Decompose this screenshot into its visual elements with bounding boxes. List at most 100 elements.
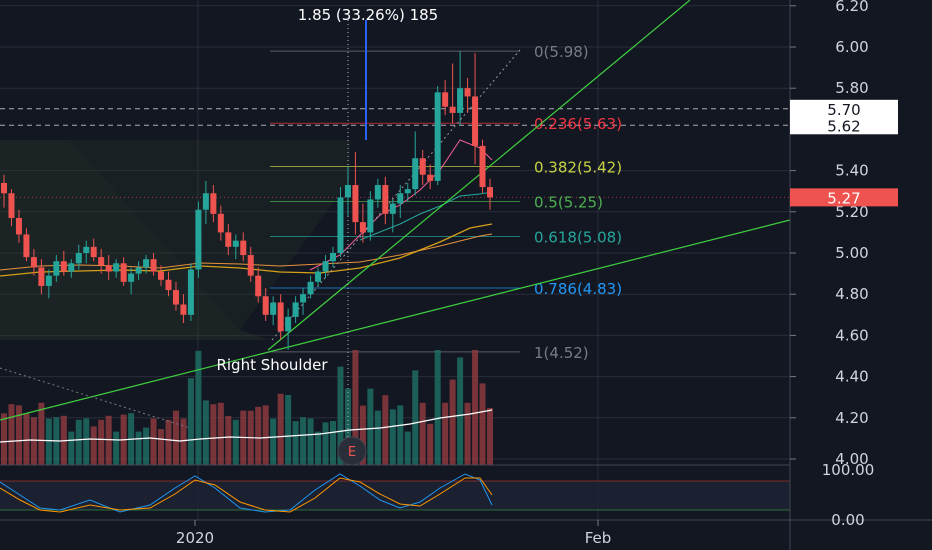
candle-22[interactable] bbox=[165, 271, 172, 297]
volume-bar-53 bbox=[397, 405, 404, 465]
volume-bar-4 bbox=[30, 417, 37, 465]
price-tick-2: 5.80 bbox=[835, 79, 868, 97]
candle-9[interactable] bbox=[68, 259, 75, 278]
fibonacci-retracement[interactable]: 0(5.98) 0.236(5.63) 0.382(5.42) 0.5(5.25) 0.… bbox=[270, 43, 622, 362]
candle-2[interactable] bbox=[15, 209, 22, 243]
candle-41[interactable] bbox=[307, 275, 314, 299]
candle-28[interactable] bbox=[210, 185, 217, 223]
candle-51[interactable] bbox=[382, 176, 389, 225]
candle-60[interactable] bbox=[449, 63, 456, 124]
candle-30[interactable] bbox=[225, 224, 232, 256]
candle-52[interactable] bbox=[389, 199, 396, 233]
oscillator-panel bbox=[0, 464, 790, 513]
volume-bar-49 bbox=[367, 388, 374, 465]
volume-bar-11 bbox=[83, 418, 90, 465]
volume-bar-13 bbox=[98, 419, 105, 465]
candle-25[interactable] bbox=[187, 263, 194, 321]
candle-38[interactable] bbox=[285, 308, 292, 350]
candle-34[interactable] bbox=[255, 267, 262, 303]
dotted-trend bbox=[0, 367, 191, 429]
candle-44[interactable] bbox=[329, 246, 336, 268]
moving-average-red bbox=[309, 139, 493, 271]
candle-58[interactable] bbox=[434, 86, 441, 186]
volume-bar-34 bbox=[255, 406, 262, 465]
volume-bar-35 bbox=[262, 405, 269, 465]
candle-14[interactable] bbox=[105, 255, 112, 280]
candle-24[interactable] bbox=[180, 294, 187, 324]
candle-13[interactable] bbox=[98, 248, 105, 274]
price-tags: 5.705.62 5.27 bbox=[790, 99, 898, 207]
candle-21[interactable] bbox=[158, 265, 165, 286]
candle-56[interactable] bbox=[419, 150, 426, 186]
candle-37[interactable] bbox=[277, 294, 284, 340]
candle-20[interactable] bbox=[150, 253, 157, 276]
candle-48[interactable] bbox=[359, 203, 366, 243]
candle-31[interactable] bbox=[232, 234, 239, 260]
candle-3[interactable] bbox=[23, 228, 30, 262]
candle-55[interactable] bbox=[412, 131, 419, 196]
volume-bar-41 bbox=[307, 418, 314, 465]
candle-62[interactable] bbox=[464, 77, 471, 113]
candle-7[interactable] bbox=[53, 255, 60, 282]
volume-bar-60 bbox=[449, 379, 456, 465]
measurement-label: 1.85 (33.26%) 185 bbox=[298, 6, 438, 24]
volume-bar-50 bbox=[374, 410, 381, 465]
candle-33[interactable] bbox=[247, 246, 254, 282]
candle-4[interactable] bbox=[30, 248, 37, 276]
candle-0[interactable] bbox=[1, 174, 7, 208]
candle-1[interactable] bbox=[8, 189, 15, 227]
candle-47[interactable] bbox=[352, 152, 359, 235]
candle-65[interactable] bbox=[487, 178, 493, 210]
volume-bar-28 bbox=[210, 404, 217, 465]
oscillator-axis: 100.00 0.00 bbox=[822, 461, 875, 529]
level-tag-0 bbox=[790, 99, 898, 118]
candle-49[interactable] bbox=[367, 191, 374, 241]
candle-42[interactable] bbox=[315, 267, 322, 286]
candle-40[interactable] bbox=[300, 288, 307, 315]
candle-16[interactable] bbox=[120, 257, 127, 286]
candle-5[interactable] bbox=[38, 259, 45, 295]
candle-15[interactable] bbox=[113, 259, 120, 278]
price-tick-9: 4.20 bbox=[835, 409, 868, 427]
volume-bar-21 bbox=[158, 429, 165, 465]
volume-bar-30 bbox=[225, 416, 232, 465]
candle-46[interactable] bbox=[344, 166, 351, 216]
candle-26[interactable] bbox=[195, 201, 202, 278]
candle-11[interactable] bbox=[83, 240, 90, 264]
candle-39[interactable] bbox=[292, 296, 299, 324]
candle-59[interactable] bbox=[442, 79, 449, 115]
candle-29[interactable] bbox=[217, 205, 224, 241]
candle-18[interactable] bbox=[135, 261, 142, 280]
candle-32[interactable] bbox=[240, 232, 247, 262]
candle-27[interactable] bbox=[202, 180, 209, 225]
price-tick-8: 4.40 bbox=[835, 368, 868, 386]
overlays bbox=[0, 0, 790, 465]
candle-23[interactable] bbox=[172, 281, 179, 311]
candle-19[interactable] bbox=[143, 255, 150, 274]
candle-10[interactable] bbox=[75, 244, 82, 270]
candle-43[interactable] bbox=[322, 255, 329, 278]
candle-17[interactable] bbox=[128, 267, 135, 295]
volume-bar-57 bbox=[427, 423, 434, 465]
candle-53[interactable] bbox=[397, 185, 404, 218]
time-label-0: 2020 bbox=[176, 529, 214, 547]
candle-35[interactable] bbox=[262, 288, 269, 321]
candle-64[interactable] bbox=[479, 139, 486, 194]
candle-61[interactable] bbox=[457, 51, 464, 126]
candle-63[interactable] bbox=[472, 53, 479, 165]
candle-57[interactable] bbox=[427, 164, 434, 190]
candle-54[interactable] bbox=[404, 182, 411, 202]
time-axis[interactable]: 2020 Feb bbox=[176, 520, 611, 547]
candle-8[interactable] bbox=[60, 250, 67, 276]
price-axis[interactable]: 6.20 6.00 5.80 5.40 5.20 5.00 4.80 4.60 4.40 4.20… bbox=[790, 0, 869, 468]
candle-50[interactable] bbox=[374, 178, 381, 208]
candle-45[interactable] bbox=[337, 187, 344, 258]
candle-36[interactable] bbox=[270, 296, 277, 326]
candlesticks[interactable] bbox=[1, 51, 493, 350]
volume-bar-65 bbox=[487, 408, 493, 465]
candle-12[interactable] bbox=[90, 238, 97, 262]
candle-6[interactable] bbox=[45, 269, 52, 299]
earnings-marker[interactable]: E bbox=[337, 436, 367, 466]
